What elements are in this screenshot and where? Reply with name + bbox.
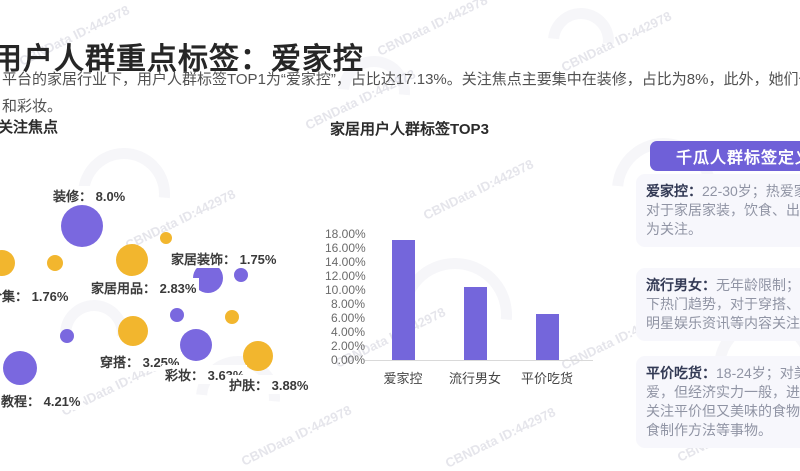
tag-definition-badge: 千瓜人群标签定义 bbox=[650, 141, 800, 171]
definition-card-流行男女: 流行男女：无年龄限制；紧下热门趋势，对于穿搭、美明星娱乐资讯等内容关注较多 bbox=[636, 268, 800, 341]
definition-line: 平价吃货：18-24岁；对美 bbox=[646, 365, 800, 381]
bubble-small bbox=[47, 255, 63, 271]
bubble-教程 bbox=[3, 351, 37, 385]
y-axis-tick: 0.00% bbox=[330, 353, 365, 367]
y-axis-tick: 6.00% bbox=[330, 311, 365, 325]
bubble-label-家居装饰: 家居装饰： 1.75% bbox=[168, 249, 280, 268]
bubble-label-合集: 合集： 1.76% bbox=[0, 286, 72, 305]
subtitle-line-2: 和彩妆。 bbox=[2, 98, 63, 115]
page-subtitle: 平台的家居行业下，用户人群标签TOP1为“爱家控”，占比达17.13%。关注焦点… bbox=[2, 66, 800, 120]
bubble-label-教程: 教程： 4.21% bbox=[0, 391, 84, 410]
definition-line: 为关注。 bbox=[646, 221, 702, 237]
y-axis-tick: 16.00% bbox=[325, 241, 366, 255]
bubble-small bbox=[234, 268, 248, 282]
bubble-label-护肤: 护肤： 3.88% bbox=[226, 375, 312, 394]
y-axis-tick: 2.00% bbox=[330, 339, 365, 353]
definition-line: 流行男女：无年龄限制；紧 bbox=[646, 277, 800, 293]
bar-流行男女 bbox=[464, 287, 487, 360]
definition-term: 爱家控： bbox=[646, 183, 702, 199]
definition-card-平价吃货: 平价吃货：18-24岁；对美 爱，但经济实力一般，进而 关注平价但又美味的食物、 食制… bbox=[636, 356, 800, 448]
bubble-装修 bbox=[61, 205, 103, 247]
bubble-label-装修: 装修： 8.0% bbox=[50, 186, 129, 205]
bubble-small bbox=[160, 232, 172, 244]
x-axis-label-爱家控: 爱家控 bbox=[383, 371, 423, 386]
definition-line: 爱家控：22-30岁；热爱家 bbox=[646, 183, 800, 199]
bubble-small bbox=[60, 329, 74, 343]
x-axis-line bbox=[365, 360, 593, 361]
definition-line: 爱，但经济实力一般，进而 bbox=[646, 384, 800, 400]
bubble-label-家居用品: 家居用品： 2.83% bbox=[88, 278, 200, 297]
y-axis-tick: 14.00% bbox=[325, 255, 366, 269]
bubble-彩妆 bbox=[180, 329, 212, 361]
bubble-护肤 bbox=[243, 341, 273, 371]
bubble-穿搭 bbox=[118, 316, 148, 346]
definition-term: 平价吃货： bbox=[646, 365, 716, 381]
bar-chart: 家居用户人群标签TOP3 18.00% 16.00% 14.00% 12.00% 10.… bbox=[325, 110, 605, 400]
bubble-家居用品 bbox=[116, 244, 148, 276]
bubble-chart: 关注焦点 装修： 8.0% 家居用品： 2.83% 家居装饰： 1.75% 合集： 1… bbox=[0, 110, 322, 440]
x-axis-label-平价吃货: 平价吃货 bbox=[520, 371, 573, 386]
y-axis-tick: 12.00% bbox=[325, 269, 366, 283]
y-axis-tick: 8.00% bbox=[330, 297, 365, 311]
x-axis-label-流行男女: 流行男女 bbox=[448, 371, 501, 386]
subtitle-line-1: 平台的家居行业下，用户人群标签TOP1为“爱家控”，占比达17.13%。关注焦点… bbox=[2, 71, 800, 88]
definition-line: 关注平价但又美味的食物、 bbox=[646, 403, 800, 419]
definition-term: 流行男女： bbox=[646, 277, 716, 293]
y-axis-tick: 4.00% bbox=[330, 325, 365, 339]
bubble-small bbox=[225, 310, 239, 324]
page-title: 用户人群重点标签：爱家控 bbox=[0, 43, 364, 77]
definition-line: 下热门趋势，对于穿搭、美 bbox=[646, 296, 800, 312]
definition-line: 食制作方法等事物。 bbox=[646, 422, 772, 438]
bar-chart-title: 家居用户人群标签TOP3 bbox=[330, 121, 489, 138]
y-axis-tick: 10.00% bbox=[325, 283, 366, 297]
bar-爱家控 bbox=[392, 240, 415, 360]
bubble-small bbox=[170, 308, 184, 322]
bar-平价吃货 bbox=[536, 313, 559, 360]
bubble-label-穿搭: 穿搭： 3.25% bbox=[97, 352, 183, 371]
definition-card-爱家控: 爱家控：22-30岁；热爱家 对于家居家装，饮食、出行 为关注。 bbox=[636, 174, 800, 247]
bubble-chart-title: 关注焦点 bbox=[0, 119, 59, 136]
definition-line: 明星娱乐资讯等内容关注较多 bbox=[646, 315, 800, 331]
y-axis-tick: 18.00% bbox=[325, 227, 366, 241]
tag-definitions-panel: 爱家控：22-30岁；热爱家 对于家居家装，饮食、出行 为关注。 流行男女：无年龄限制… bbox=[636, 174, 800, 448]
bubble-合集 bbox=[0, 250, 15, 276]
definition-line: 对于家居家装，饮食、出行 bbox=[646, 202, 800, 218]
